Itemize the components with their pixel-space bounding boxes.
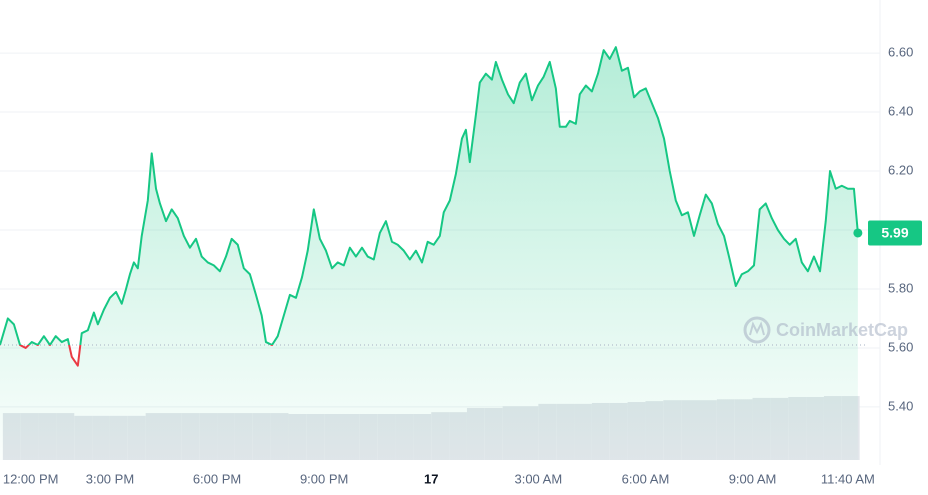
y-tick-label: 5.80 (888, 280, 913, 295)
watermark-logo (749, 321, 765, 336)
x-tick-label: 17 (424, 471, 438, 486)
y-tick-label: 5.40 (888, 398, 913, 413)
price-badge-label: 5.99 (881, 225, 908, 241)
price-badge (868, 220, 922, 246)
x-tick-label: 9:00 PM (300, 471, 348, 486)
price-line (0, 46, 859, 367)
x-tick-label: 3:00 PM (86, 471, 134, 486)
y-tick-label: 6.20 (888, 162, 913, 177)
last-point (853, 228, 863, 238)
watermark-text: CoinMarketCap (776, 320, 908, 340)
x-tick-label: 6:00 AM (622, 471, 670, 486)
x-tick-label: 3:00 AM (514, 471, 562, 486)
x-tick-label: 9:00 AM (729, 471, 777, 486)
y-tick-label: 6.40 (888, 103, 913, 118)
y-tick-label: 6.60 (888, 45, 913, 60)
watermark: CoinMarketCap (743, 316, 908, 344)
y-tick-label: 5.60 (888, 339, 913, 354)
area-fill (0, 47, 858, 461)
x-tick-label: 12:00 PM (3, 471, 59, 486)
watermark-logo (743, 316, 771, 344)
x-tick-label: 6:00 PM (193, 471, 241, 486)
x-tick-label: 11:40 AM (821, 471, 875, 486)
